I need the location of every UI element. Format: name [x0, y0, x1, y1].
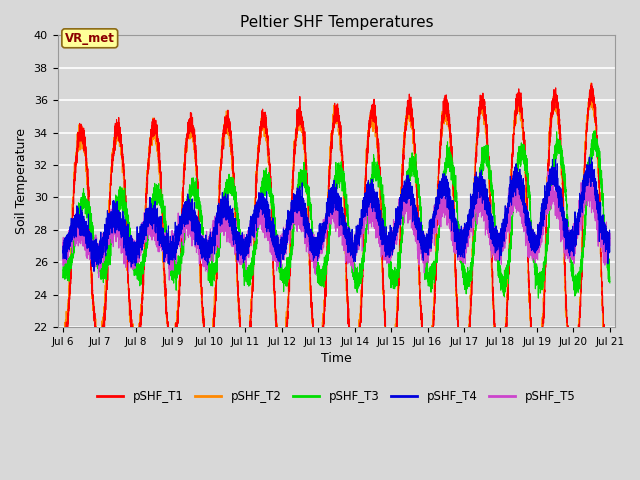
Line: pSHF_T4: pSHF_T4 [63, 157, 610, 271]
Line: pSHF_T1: pSHF_T1 [63, 84, 610, 396]
pSHF_T3 [59, 264, 67, 270]
pSHF_T4 [586, 154, 593, 160]
pSHF_T4 [583, 182, 591, 188]
pSHF_T3 [583, 191, 591, 196]
pSHF_T3 [459, 266, 467, 272]
pSHF_T1 [570, 393, 578, 398]
pSHF_T3 [606, 280, 614, 286]
pSHF_T4 [59, 256, 67, 262]
pSHF_T2 [59, 337, 67, 343]
Line: pSHF_T5: pSHF_T5 [63, 168, 610, 280]
pSHF_T1 [606, 387, 614, 393]
pSHF_T3 [576, 273, 584, 278]
pSHF_T5 [474, 194, 482, 200]
pSHF_T2 [474, 123, 482, 129]
pSHF_T2 [583, 126, 591, 132]
pSHF_T3 [591, 128, 599, 133]
pSHF_T5 [318, 240, 326, 245]
pSHF_T4 [318, 233, 326, 239]
pSHF_T5 [459, 237, 467, 243]
Text: VR_met: VR_met [65, 32, 115, 45]
pSHF_T4 [90, 268, 98, 274]
pSHF_T1 [588, 81, 595, 86]
pSHF_T4 [606, 249, 614, 254]
pSHF_T3 [318, 271, 326, 277]
pSHF_T1 [59, 332, 67, 337]
pSHF_T5 [245, 244, 253, 250]
pSHF_T2 [318, 335, 326, 340]
pSHF_T2 [588, 80, 595, 86]
pSHF_T3 [534, 295, 542, 301]
pSHF_T3 [245, 283, 253, 289]
pSHF_T2 [606, 373, 614, 379]
pSHF_T3 [474, 184, 482, 190]
pSHF_T1 [474, 127, 482, 132]
pSHF_T1 [576, 304, 584, 310]
Line: pSHF_T2: pSHF_T2 [63, 83, 610, 389]
Title: Peltier SHF Temperatures: Peltier SHF Temperatures [239, 15, 433, 30]
pSHF_T5 [585, 165, 593, 171]
pSHF_T5 [606, 236, 614, 241]
pSHF_T4 [459, 241, 467, 247]
pSHF_T2 [459, 361, 467, 367]
pSHF_T5 [583, 177, 591, 183]
Legend: pSHF_T1, pSHF_T2, pSHF_T3, pSHF_T4, pSHF_T5: pSHF_T1, pSHF_T2, pSHF_T3, pSHF_T4, pSHF… [92, 385, 580, 408]
X-axis label: Time: Time [321, 352, 352, 365]
pSHF_T1 [583, 123, 591, 129]
pSHF_T5 [576, 215, 584, 221]
pSHF_T2 [245, 328, 253, 334]
pSHF_T4 [576, 205, 584, 211]
pSHF_T5 [165, 277, 173, 283]
pSHF_T2 [606, 386, 614, 392]
Line: pSHF_T3: pSHF_T3 [63, 131, 610, 298]
pSHF_T1 [245, 335, 253, 340]
pSHF_T2 [576, 298, 584, 303]
pSHF_T1 [318, 348, 326, 353]
pSHF_T1 [459, 374, 467, 380]
pSHF_T4 [474, 178, 482, 183]
Y-axis label: Soil Temperature: Soil Temperature [15, 128, 28, 234]
pSHF_T4 [245, 224, 253, 230]
pSHF_T5 [59, 240, 67, 246]
